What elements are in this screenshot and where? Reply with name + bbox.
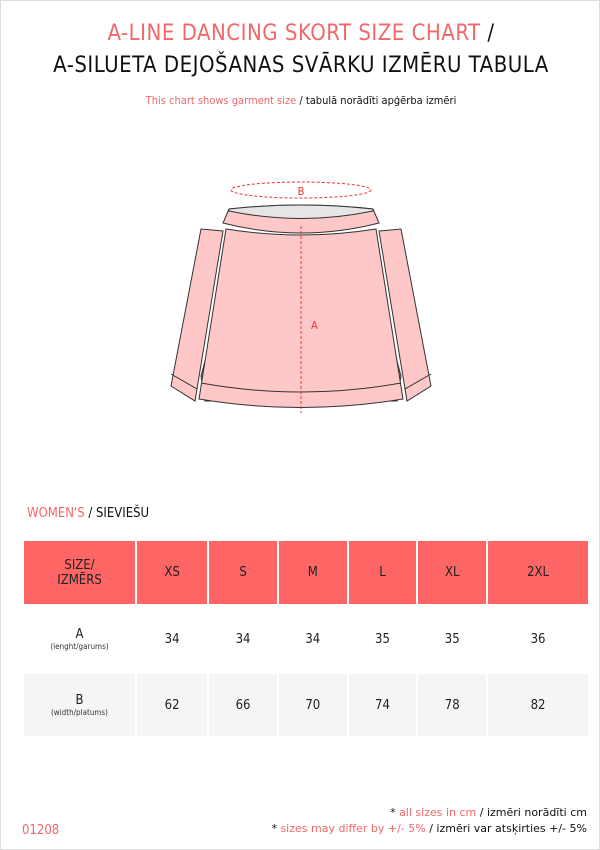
cell: 70 (278, 672, 347, 736)
table-row: B (width/platums) 62 66 70 74 78 82 (24, 672, 588, 736)
cell: 34 (137, 604, 208, 672)
row-label: B (width/platums) (24, 672, 135, 736)
title-latvian: A-SILUETA DEJOŠANAS SVĀRKU IZMĒRU TABULA (53, 53, 549, 78)
table-header-row: SIZE/IZMĒRS XS S M L XL 2XL (24, 541, 588, 604)
cell: 66 (209, 672, 277, 736)
cell: 36 (488, 604, 588, 672)
size-table: SIZE/IZMĒRS XS S M L XL 2XL A (lenght/gar… (22, 541, 590, 736)
header-size: S (209, 541, 277, 604)
row-label: A (lenght/garums) (24, 604, 135, 672)
product-code: 01208 (22, 823, 60, 838)
label-b: B (298, 185, 305, 198)
header-size: L (348, 541, 417, 604)
width-measure-b (230, 181, 372, 199)
cell: 74 (348, 672, 417, 736)
section-heading: WOMEN'S / SIEVIEŠU (27, 506, 150, 521)
skort-diagram: B A (170, 181, 432, 413)
table-row: A (lenght/garums) 34 34 34 35 35 36 (24, 604, 588, 672)
cell: 62 (137, 672, 208, 736)
cell: 34 (209, 604, 277, 672)
title-english: A-LINE DANCING SKORT SIZE CHART / (107, 21, 495, 46)
note-tolerance: * sizes may differ by +/- 5% / izmēri va… (271, 822, 587, 835)
cell: 78 (418, 672, 487, 736)
header-size: M (278, 541, 347, 604)
header-size: XS (137, 541, 208, 604)
note-units: * all sizes in cm / izmēri norādīti cm (390, 806, 587, 819)
subtitle: This chart shows garment size / tabulā n… (145, 94, 457, 107)
label-a: A (311, 319, 318, 332)
header-size: XL (418, 541, 487, 604)
header-size: 2XL (488, 541, 588, 604)
header-size-label: SIZE/IZMĒRS (24, 541, 135, 604)
cell: 35 (348, 604, 417, 672)
cell: 82 (488, 672, 588, 736)
cell: 34 (278, 604, 347, 672)
cell: 35 (418, 604, 487, 672)
footnotes: * all sizes in cm / izmēri norādīti cm *… (271, 805, 587, 837)
